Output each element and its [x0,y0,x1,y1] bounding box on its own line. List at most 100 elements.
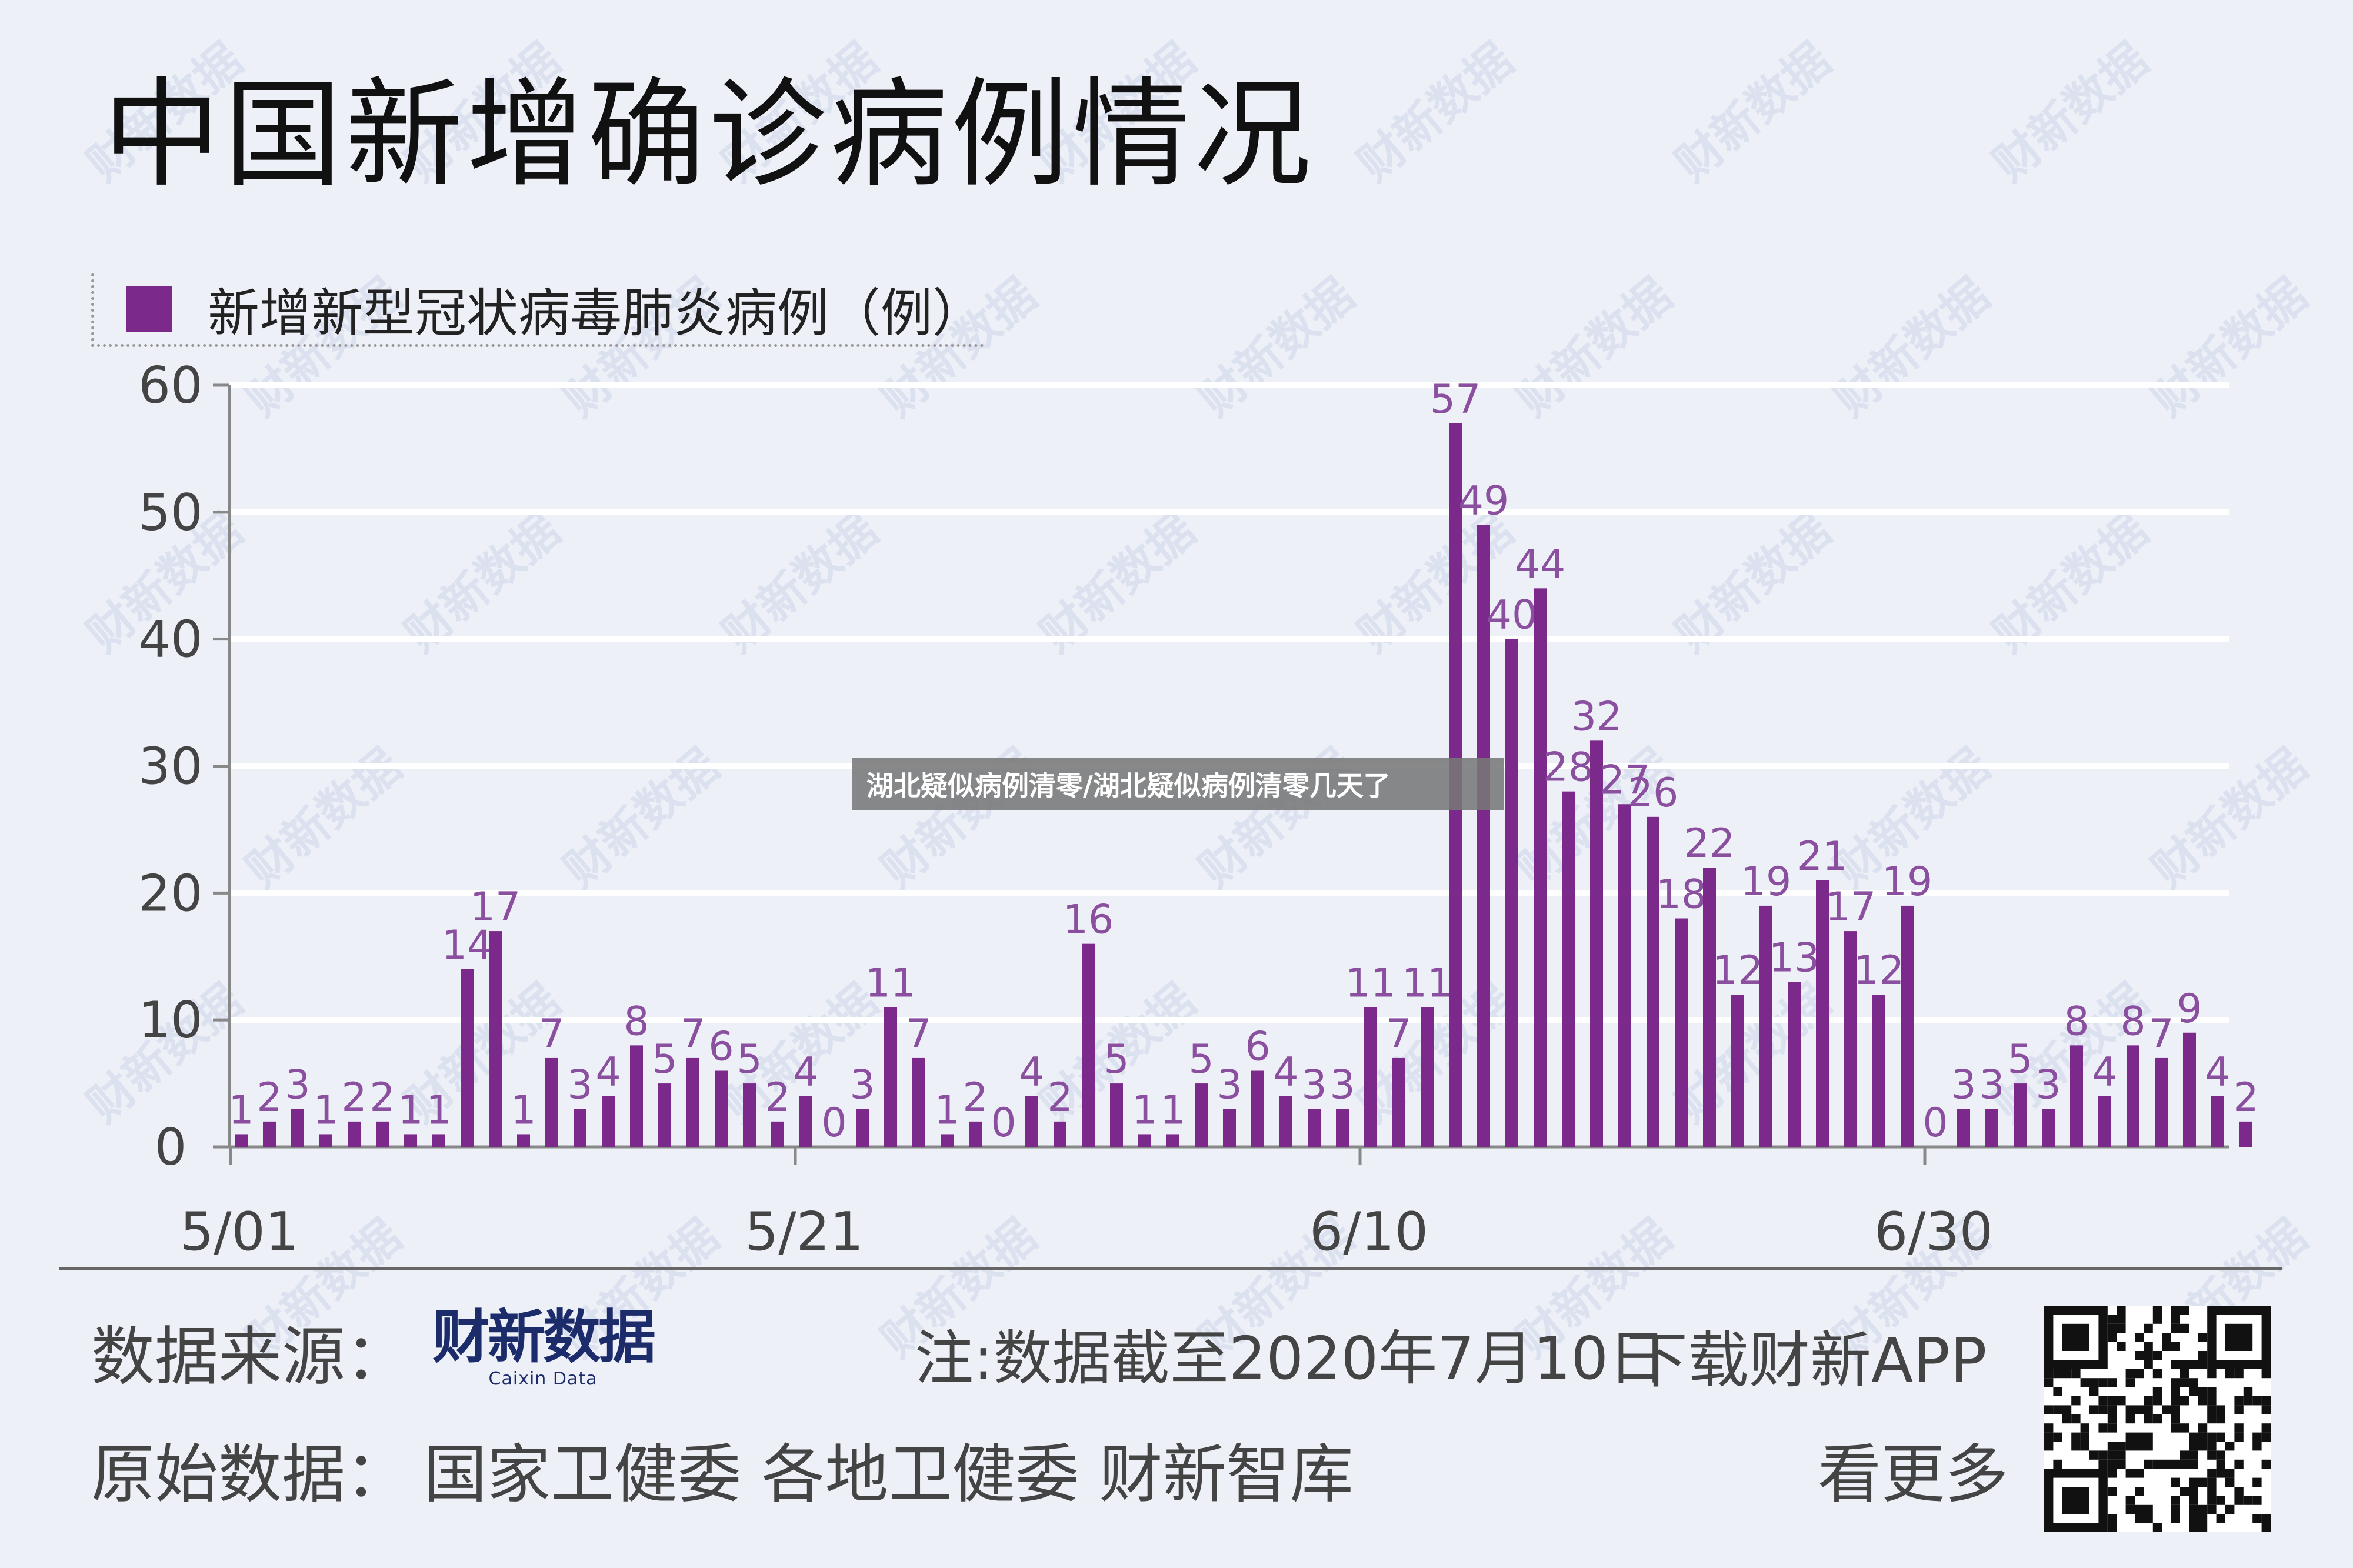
source-label: 数据来源： [91,1320,409,1394]
bar [1534,588,1547,1147]
see-more-text: 看更多 [1818,1438,2009,1512]
data-label: 4 [2205,1049,2230,1096]
data-label: 8 [2120,998,2145,1045]
brand-sub: Caixin Data [488,1369,598,1389]
bar [291,1109,304,1147]
footer-divider [59,1267,2282,1270]
data-label: 7 [680,1011,705,1057]
data-label: 19 [1741,859,1792,905]
bar [319,1134,332,1147]
data-label: 7 [539,1011,564,1057]
data-label: 12 [1712,948,1764,994]
brand-main: 财新数据 [432,1304,656,1371]
y-tick-label: 0 [155,1118,187,1177]
bar [545,1057,558,1147]
chart-title: 中国新增确诊病例情况 [103,66,1315,203]
bar [2127,1045,2139,1147]
data-label: 11 [1345,960,1397,1007]
data-label: 2 [341,1075,366,1121]
data-label: 3 [849,1062,875,1108]
data-label: 18 [1656,872,1707,918]
x-tick-label: 5/21 [745,1201,864,1263]
bar [686,1057,699,1147]
bar [1110,1083,1123,1147]
data-label: 3 [1979,1062,2004,1108]
data-label: 3 [1301,1062,1327,1108]
bar [969,1121,982,1147]
data-label: 40 [1487,592,1538,639]
bar [1279,1096,1292,1147]
bar [2014,1083,2027,1147]
bar [1703,868,1716,1147]
y-tick-label: 30 [138,738,202,796]
x-tick-label: 6/10 [1309,1201,1428,1263]
bar [432,1134,445,1147]
data-label: 3 [1951,1062,1976,1108]
data-label: 4 [793,1049,818,1096]
bar [348,1121,361,1147]
data-label: 1 [313,1087,338,1133]
bar [376,1121,389,1147]
data-label: 2 [256,1075,282,1121]
bar [263,1121,276,1147]
data-label: 3 [1217,1062,1242,1108]
y-tick-label: 40 [138,610,202,669]
bar [771,1121,784,1147]
data-label: 0 [1922,1100,1948,1146]
caixin-data-logo: 财新数据 Caixin Data [432,1304,656,1389]
data-label: 13 [1769,935,1820,981]
bar [2042,1109,2055,1147]
data-label: 8 [2064,998,2089,1045]
data-label: 1 [1132,1087,1157,1133]
data-label: 12 [1854,948,1905,994]
bar [1477,525,1490,1147]
bar [1392,1057,1405,1147]
data-label: 11 [865,960,916,1007]
bar [574,1109,586,1147]
bar [1082,943,1095,1147]
download-app-text: 下载财新APP [1627,1325,1987,1396]
data-label: 5 [736,1036,762,1083]
data-label: 1 [1160,1087,1185,1133]
data-label: 17 [470,884,521,930]
data-label: 27 [1599,757,1651,803]
data-label: 1 [426,1087,451,1133]
raw-data-label: 原始数据： [91,1438,409,1512]
bar [2070,1045,2083,1147]
y-tick-label: 60 [138,356,202,415]
data-label: 2 [2233,1075,2258,1121]
data-label: 16 [1063,897,1114,943]
data-label: 3 [2035,1062,2061,1108]
qr-code-icon[interactable] [2044,1306,2271,1532]
bar [489,931,502,1147]
data-label: 1 [398,1087,423,1133]
y-tick-label: 20 [138,864,202,923]
bar [517,1134,530,1147]
bar [1364,1007,1377,1147]
legend: 新增新型冠状病毒肺炎病例（例） [91,273,985,347]
bar [1336,1109,1349,1147]
data-label: 7 [1386,1011,1411,1057]
data-label: 0 [821,1100,846,1146]
bar [602,1096,615,1147]
data-label: 14 [442,922,493,969]
bar [1647,816,1659,1147]
bar [404,1134,417,1147]
bar [1505,639,1518,1147]
data-label: 3 [567,1062,592,1108]
bar [1957,1109,1970,1147]
bar [1759,905,1772,1147]
data-label: 5 [2007,1036,2032,1083]
bar [658,1083,671,1147]
bar [799,1096,812,1147]
data-label: 49 [1458,478,1509,524]
bar [630,1045,643,1147]
bar [2211,1096,2224,1147]
bar [1054,1121,1066,1147]
bar [461,969,474,1147]
y-tick-label: 10 [138,991,202,1050]
bar [1872,995,1885,1147]
data-label: 7 [906,1011,931,1057]
bar [2239,1121,2252,1147]
